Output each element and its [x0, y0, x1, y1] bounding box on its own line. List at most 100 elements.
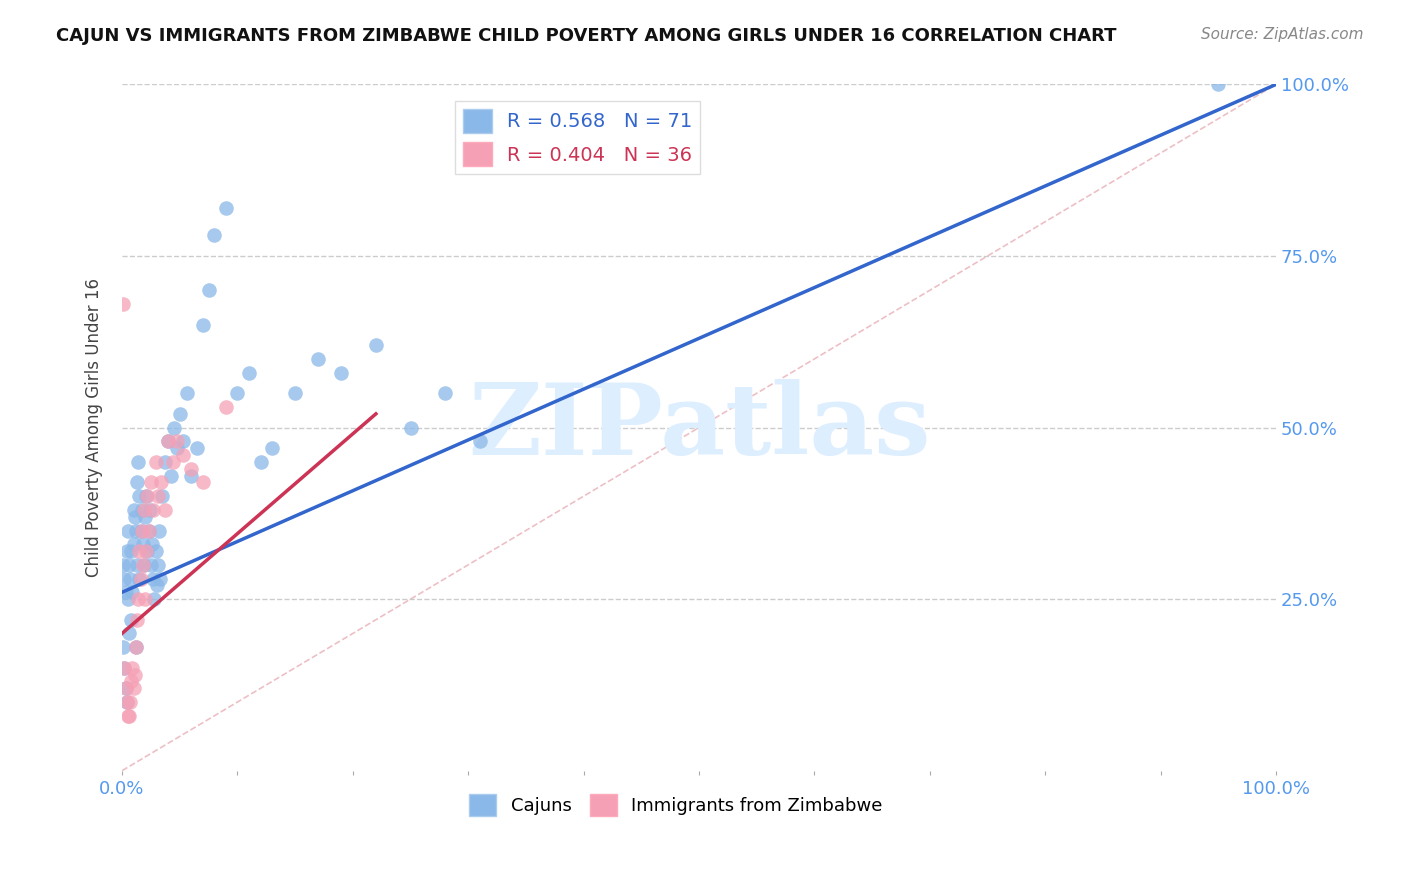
Point: [197, 283, 219, 297]
Point: [191, 318, 214, 332]
Point: [166, 434, 188, 449]
Point: [132, 537, 155, 551]
Point: [150, 475, 173, 490]
Point: [132, 503, 155, 517]
Point: [157, 434, 180, 449]
Point: [180, 468, 202, 483]
Point: [120, 572, 142, 586]
Point: [128, 489, 150, 503]
Point: [159, 468, 181, 483]
Point: [202, 228, 225, 243]
Point: [117, 708, 139, 723]
Point: [307, 351, 329, 366]
Point: [129, 572, 152, 586]
Point: [127, 592, 149, 607]
Point: [136, 489, 159, 503]
Point: [125, 475, 148, 490]
Point: [124, 667, 146, 681]
Point: [132, 558, 155, 572]
Point: [118, 558, 141, 572]
Point: [157, 434, 180, 449]
Point: [146, 489, 169, 503]
Point: [191, 475, 214, 490]
Point: [118, 626, 141, 640]
Point: [120, 695, 142, 709]
Point: [172, 448, 194, 462]
Point: [176, 386, 198, 401]
Point: [215, 400, 238, 414]
Point: [249, 455, 271, 469]
Point: [122, 503, 145, 517]
Point: [468, 434, 491, 449]
Point: [115, 544, 138, 558]
Point: [143, 592, 166, 607]
Point: [260, 441, 283, 455]
Point: [139, 558, 162, 572]
Point: [284, 386, 307, 401]
Point: [134, 592, 156, 607]
Point: [238, 366, 260, 380]
Point: [172, 434, 194, 449]
Point: [125, 640, 148, 655]
Point: [153, 503, 176, 517]
Point: [112, 640, 135, 655]
Point: [180, 461, 202, 475]
Point: [226, 386, 249, 401]
Point: [142, 503, 165, 517]
Point: [117, 592, 139, 607]
Point: [145, 455, 167, 469]
Point: [141, 537, 163, 551]
Point: [330, 366, 353, 380]
Point: [139, 503, 162, 517]
Point: [163, 420, 186, 434]
Point: [112, 661, 135, 675]
Text: CAJUN VS IMMIGRANTS FROM ZIMBABWE CHILD POVERTY AMONG GIRLS UNDER 16 CORRELATION: CAJUN VS IMMIGRANTS FROM ZIMBABWE CHILD …: [56, 27, 1116, 45]
Point: [136, 544, 159, 558]
Point: [117, 524, 139, 538]
Point: [125, 640, 148, 655]
Point: [138, 524, 160, 538]
Point: [114, 585, 136, 599]
Text: Source: ZipAtlas.com: Source: ZipAtlas.com: [1201, 27, 1364, 42]
Point: [131, 524, 153, 538]
Point: [149, 572, 172, 586]
Point: [115, 695, 138, 709]
Point: [153, 455, 176, 469]
Point: [128, 544, 150, 558]
Point: [399, 420, 422, 434]
Point: [120, 544, 142, 558]
Point: [166, 441, 188, 455]
Point: [127, 455, 149, 469]
Point: [434, 386, 457, 401]
Y-axis label: Child Poverty Among Girls Under 16: Child Poverty Among Girls Under 16: [86, 278, 103, 577]
Point: [128, 572, 150, 586]
Point: [122, 537, 145, 551]
Point: [129, 524, 152, 538]
Point: [169, 407, 191, 421]
Point: [112, 297, 135, 311]
Point: [112, 558, 135, 572]
Point: [139, 475, 162, 490]
Point: [162, 455, 184, 469]
Point: [215, 201, 238, 215]
Point: [115, 695, 138, 709]
Legend: Cajuns, Immigrants from Zimbabwe: Cajuns, Immigrants from Zimbabwe: [463, 787, 890, 823]
Point: [125, 613, 148, 627]
Point: [364, 338, 387, 352]
Point: [186, 441, 208, 455]
Point: [131, 503, 153, 517]
Point: [120, 613, 142, 627]
Point: [121, 585, 143, 599]
Point: [1206, 78, 1229, 92]
Point: [125, 558, 148, 572]
Point: [142, 572, 165, 586]
Point: [112, 661, 135, 675]
Point: [134, 509, 156, 524]
Point: [122, 681, 145, 696]
Point: [135, 489, 157, 503]
Point: [114, 681, 136, 696]
Point: [135, 544, 157, 558]
Point: [146, 558, 169, 572]
Point: [118, 708, 141, 723]
Point: [145, 578, 167, 592]
